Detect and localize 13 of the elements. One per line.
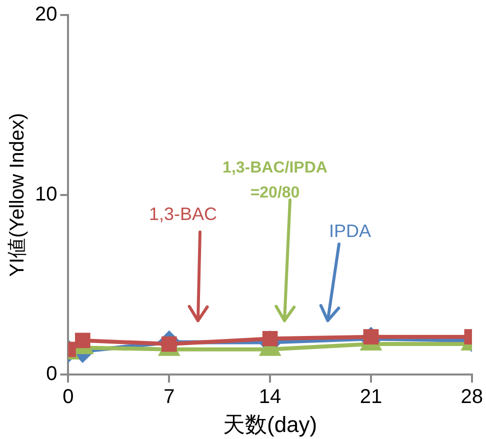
text: 1,3-BAC xyxy=(148,204,218,224)
x-axis-title: 天数(day) xyxy=(223,412,318,437)
y-tick-label: 20 xyxy=(34,4,58,26)
y-tick-label: 10 xyxy=(34,183,58,206)
text: 1,3-BAC/IPDA =20/80 xyxy=(222,159,328,202)
y-axis-title: YI値(Yellow Index) xyxy=(6,112,29,277)
x-tick-label: 14 xyxy=(258,386,282,408)
x-tick-label: 0 xyxy=(62,386,74,408)
text: IPDA xyxy=(328,220,372,241)
x-tick-label: 21 xyxy=(360,386,382,408)
y-tick-label: 0 xyxy=(46,363,58,386)
x-tick-label: 28 xyxy=(460,386,483,408)
x-tick-label: 7 xyxy=(164,386,175,408)
